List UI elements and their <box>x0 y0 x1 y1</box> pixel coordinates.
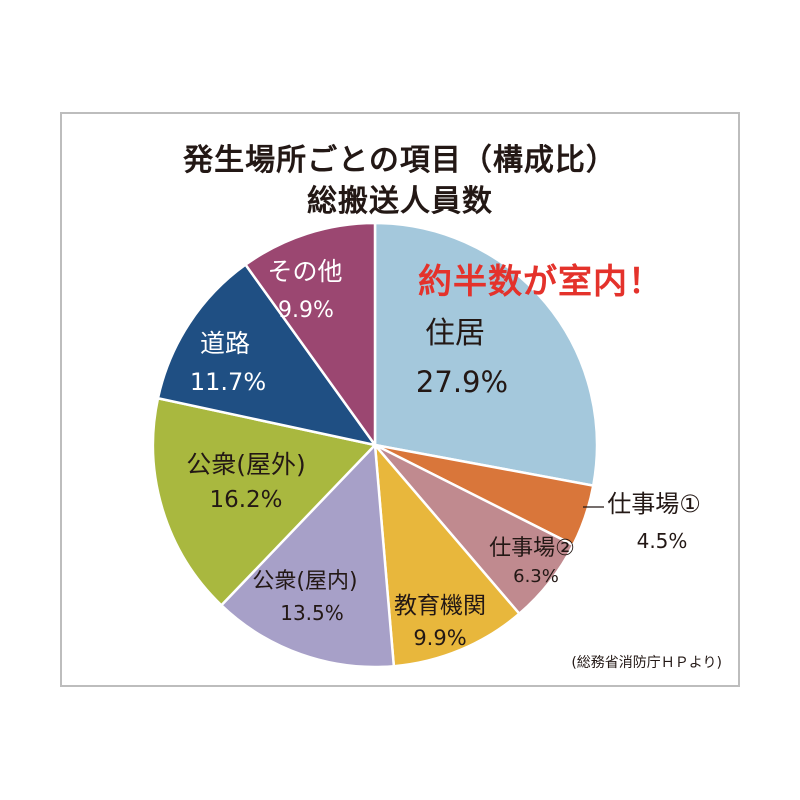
slice-value-4: 9.9% <box>413 626 466 650</box>
slice-label-1: 住居 <box>425 316 485 351</box>
slice-value-2: 4.5% <box>637 529 688 553</box>
slice-label-5: 公衆(屋内) <box>252 569 357 594</box>
chart-title: 発生場所ごとの項目（構成比） <box>183 143 617 178</box>
pie-slice-1 <box>373 221 599 488</box>
slice-value-7: 11.7% <box>190 368 266 396</box>
slice-value-1: 27.9% <box>416 365 508 399</box>
slice-label-4: 教育機関 <box>394 593 486 619</box>
slice-value-8: 9.9% <box>278 298 334 323</box>
pie-slice-7 <box>156 262 378 447</box>
chart-subtitle: 総搬送人員数 <box>307 184 493 219</box>
slice-label-7: 道路 <box>200 329 250 358</box>
slice-value-6: 16.2% <box>209 487 282 513</box>
slice-label-6: 公衆(屋外) <box>186 450 306 479</box>
pie-slice-8 <box>243 221 377 449</box>
slice-value-3: 6.3% <box>513 566 559 587</box>
pie-slice-6 <box>151 396 378 608</box>
slice-label-2: 仕事場① <box>607 490 701 518</box>
slice-label-3: 仕事場② <box>489 536 575 561</box>
slice-label-8: その他 <box>267 257 342 286</box>
source-note: (総務省消防庁ＨＰより) <box>571 655 722 671</box>
pie-slice-4 <box>373 441 522 668</box>
pie-slice-5 <box>219 442 396 669</box>
slice-value-5: 13.5% <box>280 601 344 625</box>
chart-annotation: 約半数が室内！ <box>418 262 663 302</box>
